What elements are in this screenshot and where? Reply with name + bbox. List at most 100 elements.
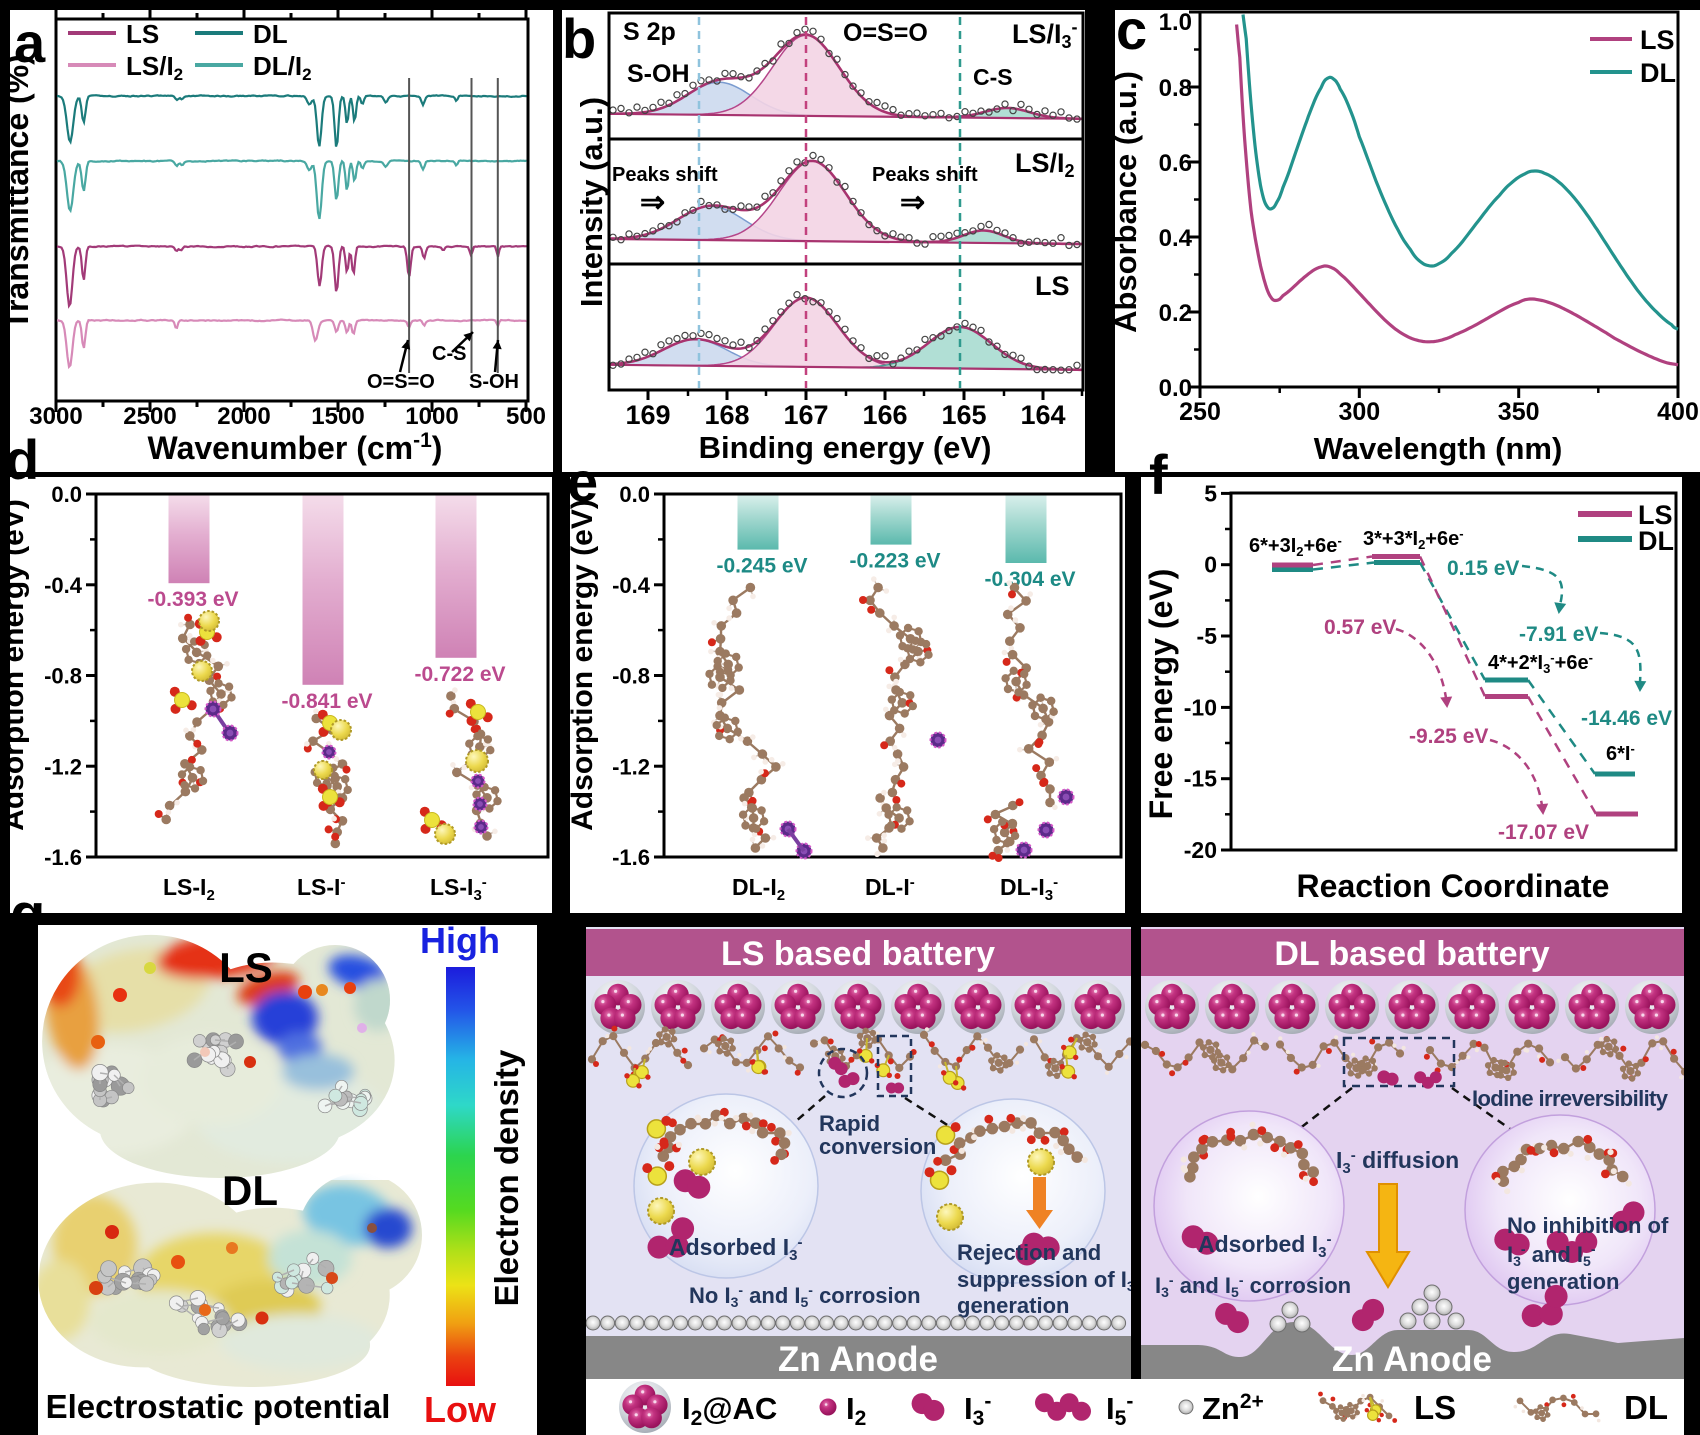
svg-text:-1.2: -1.2 xyxy=(44,754,82,779)
svg-text:-0.223 eV: -0.223 eV xyxy=(849,550,940,573)
svg-text:Iodine irreversibility: Iodine irreversibility xyxy=(1472,1086,1669,1111)
svg-text:C-S: C-S xyxy=(973,64,1013,90)
svg-text:2000: 2000 xyxy=(217,403,270,430)
svg-text:DL: DL xyxy=(222,1167,278,1214)
svg-text:166: 166 xyxy=(862,400,907,430)
svg-text:0.2: 0.2 xyxy=(1159,300,1192,327)
svg-text:0.6: 0.6 xyxy=(1159,150,1192,177)
svg-text:-0.722 eV: -0.722 eV xyxy=(414,663,505,686)
svg-text:-1.2: -1.2 xyxy=(612,754,650,779)
svg-text:O=S=O: O=S=O xyxy=(367,371,435,393)
svg-text:LS: LS xyxy=(219,944,273,991)
svg-text:No inhibition of: No inhibition of xyxy=(1507,1213,1669,1238)
svg-text:No I3​-​ and I5​-​ corrosion: No I3​-​ and I5​-​ corrosion xyxy=(689,1282,921,1310)
svg-text:S-OH: S-OH xyxy=(469,371,519,393)
svg-text:b: b xyxy=(562,7,596,70)
svg-text:167: 167 xyxy=(783,400,828,430)
svg-text:0.4: 0.4 xyxy=(1159,225,1193,252)
svg-text:6*I-​: 6*I-​ xyxy=(1606,741,1635,765)
svg-text:Rejection and: Rejection and xyxy=(957,1240,1101,1265)
svg-text:Absorbance (a.u.): Absorbance (a.u.) xyxy=(1108,71,1143,333)
svg-text:Adsorbed I3​-​: Adsorbed I3​-​ xyxy=(669,1234,802,1264)
svg-text:Adsorption energy (eV): Adsorption energy (eV) xyxy=(0,499,30,831)
svg-text:S-OH: S-OH xyxy=(627,60,690,88)
svg-text:LS-I-​: LS-I-​ xyxy=(297,874,345,900)
svg-text:168: 168 xyxy=(704,400,749,430)
svg-text:0.0: 0.0 xyxy=(51,482,82,507)
svg-text:6*+3I2​+6e-​: 6*+3I2​+6e-​ xyxy=(1249,533,1342,559)
svg-text:f: f xyxy=(1149,443,1168,506)
svg-text:-0.245 eV: -0.245 eV xyxy=(716,555,807,578)
svg-text:5: 5 xyxy=(1204,480,1217,506)
svg-text:LS: LS xyxy=(126,19,159,49)
svg-text:DL: DL xyxy=(1624,1389,1668,1426)
svg-text:⇒: ⇒ xyxy=(640,186,665,219)
svg-text:Wavenumber (cm-1​): Wavenumber (cm-1​) xyxy=(148,429,443,466)
svg-text:300: 300 xyxy=(1338,398,1380,426)
svg-text:LS: LS xyxy=(1638,500,1673,530)
svg-text:I3​-​ and I5​-​ corrosion: I3​-​ and I5​-​ corrosion xyxy=(1155,1272,1351,1300)
svg-text:-9.25 eV: -9.25 eV xyxy=(1409,725,1488,748)
svg-text:LS based battery: LS based battery xyxy=(721,935,995,973)
svg-text:-1.6: -1.6 xyxy=(612,845,650,870)
svg-text:Zn2+​: Zn2+​ xyxy=(1202,1390,1264,1426)
svg-text:-0.841 eV: -0.841 eV xyxy=(281,690,372,713)
svg-text:DL: DL xyxy=(1638,526,1674,556)
svg-text:-0.4: -0.4 xyxy=(612,573,651,598)
svg-text:I3​-​ and I5​-​: I3​-​ and I5​-​ xyxy=(1507,1241,1596,1269)
svg-text:Reaction Coordinate: Reaction Coordinate xyxy=(1297,868,1610,904)
svg-text:Adsorption energy (eV): Adsorption energy (eV) xyxy=(566,499,599,831)
svg-text:DL based battery: DL based battery xyxy=(1274,935,1549,973)
svg-text:High: High xyxy=(420,920,500,961)
svg-text:Binding energy (eV): Binding energy (eV) xyxy=(699,430,992,465)
svg-text:I5​-​: I5​-​ xyxy=(1106,1390,1133,1430)
svg-text:I3​-​: I3​-​ xyxy=(964,1390,991,1430)
svg-text:Wavelength (nm): Wavelength (nm) xyxy=(1314,431,1563,466)
svg-text:1.0: 1.0 xyxy=(1159,9,1192,36)
svg-text:S 2p: S 2p xyxy=(623,18,676,46)
svg-text:2500: 2500 xyxy=(123,403,176,430)
svg-text:-10: -10 xyxy=(1184,694,1217,720)
svg-text:1500: 1500 xyxy=(311,403,364,430)
svg-text:-0.8: -0.8 xyxy=(612,664,650,689)
svg-text:0.57 eV: 0.57 eV xyxy=(1324,616,1396,639)
svg-text:-0.4: -0.4 xyxy=(44,573,83,598)
svg-text:-20: -20 xyxy=(1184,837,1217,863)
svg-text:DL: DL xyxy=(253,19,288,49)
svg-text:conversion: conversion xyxy=(819,1134,936,1159)
svg-text:Transmittance (%): Transmittance (%) xyxy=(0,54,35,330)
svg-text:LS-I3​-​: LS-I3​-​ xyxy=(430,874,487,904)
svg-text:⇒: ⇒ xyxy=(900,186,925,219)
svg-text:250: 250 xyxy=(1179,398,1221,426)
svg-text:DL-I-​: DL-I-​ xyxy=(865,874,915,900)
svg-text:-15: -15 xyxy=(1184,766,1217,792)
svg-text:0.15 eV: 0.15 eV xyxy=(1447,557,1519,580)
svg-text:-14.46 eV: -14.46 eV xyxy=(1581,707,1672,730)
svg-text:d: d xyxy=(5,428,39,491)
svg-text:-7.91 eV: -7.91 eV xyxy=(1519,623,1598,646)
svg-text:169: 169 xyxy=(625,400,670,430)
svg-text:4*+2*I3​-​+6e-​: 4*+2*I3​-​+6e-​ xyxy=(1488,650,1593,676)
svg-text:400: 400 xyxy=(1657,398,1699,426)
svg-text:DL/I2​: DL/I2​ xyxy=(253,51,312,84)
svg-text:a: a xyxy=(14,11,46,74)
svg-text:Peaks shift: Peaks shift xyxy=(872,164,978,186)
svg-text:-0.304 eV: -0.304 eV xyxy=(984,568,1075,591)
svg-text:DL-I3​-​: DL-I3​-​ xyxy=(1000,874,1058,904)
svg-text:Free energy (eV): Free energy (eV) xyxy=(1143,569,1179,820)
svg-text:O=S=O: O=S=O xyxy=(843,19,928,47)
svg-text:3000: 3000 xyxy=(29,403,82,430)
svg-text:I2​@AC: I2​@AC xyxy=(682,1391,777,1430)
svg-text:350: 350 xyxy=(1498,398,1540,426)
svg-text:suppression of I3​-​: suppression of I3​-​ xyxy=(957,1266,1140,1294)
svg-text:LS/I3​-​: LS/I3​-​ xyxy=(1012,17,1078,52)
svg-text:e: e xyxy=(567,450,598,513)
svg-text:-5: -5 xyxy=(1197,623,1218,649)
svg-text:LS-I2​: LS-I2​ xyxy=(163,874,215,904)
svg-text:Peaks shift: Peaks shift xyxy=(612,164,718,186)
svg-text:DL: DL xyxy=(1640,58,1676,88)
svg-text:LS: LS xyxy=(1640,25,1675,55)
svg-text:500: 500 xyxy=(506,403,546,430)
svg-text:-17.07 eV: -17.07 eV xyxy=(1498,821,1589,844)
svg-text:-1.6: -1.6 xyxy=(44,845,82,870)
